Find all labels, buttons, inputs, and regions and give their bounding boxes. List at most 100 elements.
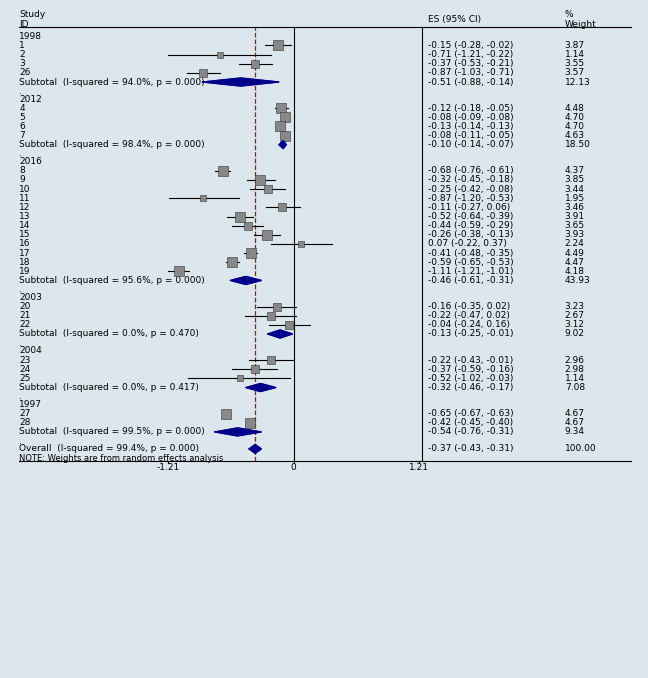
Point (280, 130, 290, 141)
Point (173, 266, 183, 277)
Text: 14: 14 (19, 221, 31, 230)
Text: 3.44: 3.44 (564, 184, 584, 194)
Text: 10: 10 (19, 184, 31, 194)
Text: 9.02: 9.02 (564, 330, 584, 338)
Text: 2.67: 2.67 (564, 311, 584, 320)
Text: -0.04 (-0.24, 0.16): -0.04 (-0.24, 0.16) (428, 320, 510, 330)
Text: 15: 15 (19, 231, 31, 239)
Text: -0.32 (-0.45, -0.18): -0.32 (-0.45, -0.18) (428, 176, 513, 184)
Point (277, 202, 287, 213)
Text: 4.48: 4.48 (564, 104, 584, 113)
Text: 2: 2 (19, 50, 25, 59)
Point (273, 40, 283, 51)
Text: 3.93: 3.93 (564, 231, 585, 239)
Text: -0.10 (-0.14, -0.07): -0.10 (-0.14, -0.07) (428, 140, 513, 149)
Point (218, 165, 228, 176)
Text: 3.91: 3.91 (564, 212, 585, 221)
Point (198, 193, 209, 203)
Point (214, 49, 225, 60)
Text: 2.24: 2.24 (564, 239, 584, 248)
Text: 2003: 2003 (19, 293, 42, 302)
Polygon shape (249, 445, 261, 454)
Text: .: . (19, 437, 22, 445)
Text: 1: 1 (19, 41, 25, 50)
Text: 4.47: 4.47 (564, 258, 584, 266)
Text: -0.68 (-0.76, -0.61): -0.68 (-0.76, -0.61) (428, 166, 513, 176)
Text: .: . (19, 87, 22, 96)
Text: NOTE: Weights are from random effects analysis: NOTE: Weights are from random effects an… (19, 454, 224, 462)
Text: 26: 26 (19, 68, 31, 77)
Text: 2.96: 2.96 (564, 356, 584, 365)
Point (221, 408, 231, 419)
Text: 4.18: 4.18 (564, 267, 584, 276)
Text: 3.65: 3.65 (564, 221, 585, 230)
Text: -0.51 (-0.88, -0.14): -0.51 (-0.88, -0.14) (428, 77, 513, 87)
Text: -0.26 (-0.38, -0.13): -0.26 (-0.38, -0.13) (428, 231, 513, 239)
Text: -0.37 (-0.53, -0.21): -0.37 (-0.53, -0.21) (428, 59, 513, 68)
Text: 5: 5 (19, 113, 25, 122)
Point (284, 319, 295, 330)
Text: 18: 18 (19, 258, 31, 266)
Text: -0.13 (-0.14, -0.13): -0.13 (-0.14, -0.13) (428, 122, 513, 131)
Text: .: . (19, 338, 22, 348)
Text: 4.37: 4.37 (564, 166, 584, 176)
Text: 12: 12 (19, 203, 31, 212)
Text: 3.87: 3.87 (564, 41, 585, 50)
Text: -0.12 (-0.18, -0.05): -0.12 (-0.18, -0.05) (428, 104, 513, 113)
Text: Subtotal  (I-squared = 95.6%, p = 0.000): Subtotal (I-squared = 95.6%, p = 0.000) (19, 276, 205, 285)
Text: 4.67: 4.67 (564, 418, 584, 427)
Text: -0.22 (-0.47, 0.02): -0.22 (-0.47, 0.02) (428, 311, 509, 320)
Text: Subtotal  (I-squared = 98.4%, p = 0.000): Subtotal (I-squared = 98.4%, p = 0.000) (19, 140, 205, 149)
Text: -0.71 (-1.21, -0.22): -0.71 (-1.21, -0.22) (428, 50, 513, 59)
Text: -0.87 (-1.20, -0.53): -0.87 (-1.20, -0.53) (428, 194, 513, 203)
Text: .: . (19, 149, 22, 159)
Text: 12.13: 12.13 (564, 77, 590, 87)
Polygon shape (268, 330, 292, 338)
Text: 2012: 2012 (19, 94, 42, 104)
Text: 1.95: 1.95 (564, 194, 585, 203)
Point (272, 301, 282, 312)
Point (227, 257, 238, 268)
Text: -0.46 (-0.61, -0.31): -0.46 (-0.61, -0.31) (428, 276, 513, 285)
Text: ES (95% CI): ES (95% CI) (428, 15, 481, 24)
Text: -0.08 (-0.09, -0.08): -0.08 (-0.09, -0.08) (428, 113, 513, 122)
Text: 19: 19 (19, 267, 31, 276)
Text: -0.52 (-1.02, -0.03): -0.52 (-1.02, -0.03) (428, 374, 513, 383)
Text: 20: 20 (19, 302, 31, 311)
Text: -0.13 (-0.25, -0.01): -0.13 (-0.25, -0.01) (428, 330, 513, 338)
Point (250, 364, 260, 375)
Text: Study
ID: Study ID (19, 9, 46, 29)
Text: 3.23: 3.23 (564, 302, 584, 311)
Text: .: . (19, 285, 22, 294)
Polygon shape (202, 78, 279, 86)
Point (266, 311, 276, 321)
Polygon shape (230, 277, 261, 285)
Text: -0.52 (-0.64, -0.39): -0.52 (-0.64, -0.39) (428, 212, 513, 221)
Text: 17: 17 (19, 249, 31, 258)
Text: 100.00: 100.00 (564, 445, 596, 454)
Text: -0.15 (-0.28, -0.02): -0.15 (-0.28, -0.02) (428, 41, 513, 50)
Text: -0.65 (-0.67, -0.63): -0.65 (-0.67, -0.63) (428, 409, 513, 418)
Polygon shape (214, 428, 261, 436)
Text: 13: 13 (19, 212, 31, 221)
Text: -0.22 (-0.43, -0.01): -0.22 (-0.43, -0.01) (428, 356, 513, 365)
Text: 3: 3 (19, 59, 25, 68)
Text: Subtotal  (I-squared = 0.0%, p = 0.417): Subtotal (I-squared = 0.0%, p = 0.417) (19, 383, 200, 392)
Text: Subtotal  (I-squared = 94.0%, p = 0.000): Subtotal (I-squared = 94.0%, p = 0.000) (19, 77, 205, 87)
Text: -0.37 (-0.59, -0.16): -0.37 (-0.59, -0.16) (428, 365, 513, 374)
Text: 1.14: 1.14 (564, 50, 584, 59)
Point (246, 247, 256, 258)
Text: 1998: 1998 (19, 32, 42, 41)
Text: 0: 0 (291, 463, 296, 472)
Point (255, 174, 266, 185)
Text: 7.08: 7.08 (564, 383, 585, 392)
Text: 2016: 2016 (19, 157, 42, 166)
Text: -1.21: -1.21 (157, 463, 179, 472)
Text: -0.16 (-0.35, 0.02): -0.16 (-0.35, 0.02) (428, 302, 510, 311)
Polygon shape (279, 140, 286, 148)
Text: 16: 16 (19, 239, 31, 248)
Text: 1.21: 1.21 (409, 463, 429, 472)
Text: -0.42 (-0.45, -0.40): -0.42 (-0.45, -0.40) (428, 418, 513, 427)
Text: 7: 7 (19, 131, 25, 140)
Text: 2.98: 2.98 (564, 365, 584, 374)
